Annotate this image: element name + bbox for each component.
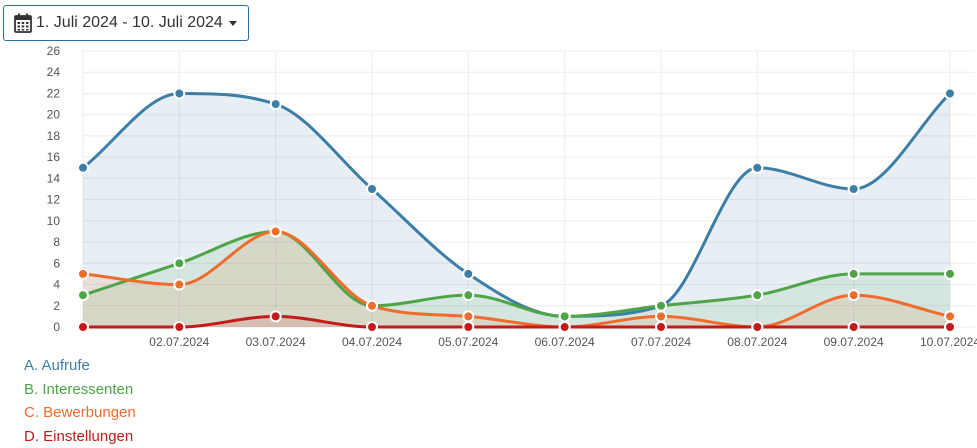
data-point-c-bewerbungen bbox=[366, 299, 378, 312]
data-point-b-interessenten bbox=[77, 289, 89, 302]
data-point-a-aufrufe bbox=[173, 87, 186, 100]
data-point-d-einstellungen bbox=[173, 321, 186, 333]
y-tick-label: 8 bbox=[53, 235, 60, 249]
date-range-label: 1. Juli 2024 - 10. Juli 2024 bbox=[36, 14, 223, 31]
data-point-d-einstellungen bbox=[77, 321, 89, 333]
y-tick-label: 6 bbox=[53, 256, 60, 270]
data-point-a-aufrufe bbox=[462, 267, 475, 280]
x-tick-label: 05.07.2024 bbox=[438, 335, 498, 349]
data-point-b-interessenten bbox=[847, 267, 860, 280]
data-point-b-interessenten bbox=[462, 289, 475, 302]
data-point-d-einstellungen bbox=[655, 321, 667, 333]
area-c-bewerbungen bbox=[83, 231, 950, 327]
x-tick-label: 06.07.2024 bbox=[535, 335, 595, 349]
area-a-aufrufe bbox=[83, 93, 950, 327]
y-tick-label: 14 bbox=[47, 171, 61, 185]
y-tick-label: 4 bbox=[53, 278, 60, 292]
data-point-a-aufrufe bbox=[751, 161, 764, 174]
date-range-button[interactable]: 1. Juli 2024 - 10. Juli 2024 bbox=[3, 5, 249, 41]
legend-item-c-bewerbungen[interactable]: C. Bewerbungen bbox=[24, 404, 136, 421]
calendar-icon bbox=[14, 13, 32, 33]
data-point-b-interessenten bbox=[173, 257, 186, 270]
legend-item-a-aufrufe[interactable]: A. Aufrufe bbox=[24, 357, 90, 374]
data-point-a-aufrufe bbox=[77, 161, 89, 174]
y-tick-label: 24 bbox=[47, 65, 61, 79]
y-tick-label: 0 bbox=[53, 320, 60, 334]
line-d-einstellungen bbox=[81, 314, 952, 329]
data-point-b-interessenten bbox=[944, 267, 956, 280]
x-tick-label: 03.07.2024 bbox=[246, 335, 306, 349]
data-point-d-einstellungen bbox=[366, 321, 378, 333]
chart-legend: A. Aufrufe B. Interessenten C. Bewerbungen… bbox=[24, 354, 136, 448]
data-point-d-einstellungen bbox=[944, 321, 956, 333]
y-tick-label: 2 bbox=[53, 299, 60, 313]
data-point-d-einstellungen bbox=[847, 321, 860, 333]
data-point-d-einstellungen bbox=[462, 321, 475, 333]
data-point-d-einstellungen bbox=[751, 321, 764, 333]
data-point-c-bewerbungen bbox=[655, 310, 667, 323]
data-point-a-aufrufe bbox=[944, 87, 956, 100]
data-point-c-bewerbungen bbox=[77, 267, 89, 280]
x-tick-label: 07.07.2024 bbox=[631, 335, 691, 349]
x-tick-label: 04.07.2024 bbox=[342, 335, 402, 349]
data-point-b-interessenten bbox=[558, 310, 571, 323]
data-point-b-interessenten bbox=[751, 289, 764, 302]
data-point-a-aufrufe bbox=[847, 183, 860, 195]
data-point-c-bewerbungen bbox=[847, 289, 860, 302]
y-tick-label: 26 bbox=[47, 44, 61, 58]
x-tick-label: 10.07.2024 bbox=[920, 335, 977, 349]
y-tick-label: 16 bbox=[47, 150, 61, 164]
line-c-bewerbungen bbox=[81, 229, 952, 329]
data-point-b-interessenten bbox=[655, 299, 667, 312]
data-point-c-bewerbungen bbox=[173, 278, 186, 291]
data-point-d-einstellungen bbox=[558, 321, 571, 333]
data-point-c-bewerbungen bbox=[462, 310, 475, 323]
legend-item-b-interessenten[interactable]: B. Interessenten bbox=[24, 380, 134, 398]
y-tick-label: 12 bbox=[47, 193, 61, 207]
chevron-down-icon bbox=[228, 20, 237, 26]
data-point-d-einstellungen bbox=[269, 310, 282, 323]
x-tick-label: 02.07.2024 bbox=[149, 335, 209, 349]
y-tick-label: 20 bbox=[47, 108, 61, 122]
data-point-a-aufrufe bbox=[269, 98, 282, 111]
y-tick-label: 10 bbox=[47, 214, 61, 228]
line-b-interessenten bbox=[81, 229, 952, 318]
area-b-interessenten bbox=[83, 231, 950, 327]
x-tick-label: 09.07.2024 bbox=[824, 335, 884, 349]
y-tick-label: 18 bbox=[47, 129, 61, 143]
y-tick-label: 22 bbox=[47, 86, 61, 100]
legend-item-d-einstellungen[interactable]: D. Einstellungen bbox=[24, 427, 134, 445]
x-tick-label: 08.07.2024 bbox=[727, 335, 787, 349]
data-point-a-aufrufe bbox=[366, 183, 378, 195]
data-point-c-bewerbungen bbox=[944, 310, 956, 323]
data-point-c-bewerbungen bbox=[269, 225, 282, 238]
